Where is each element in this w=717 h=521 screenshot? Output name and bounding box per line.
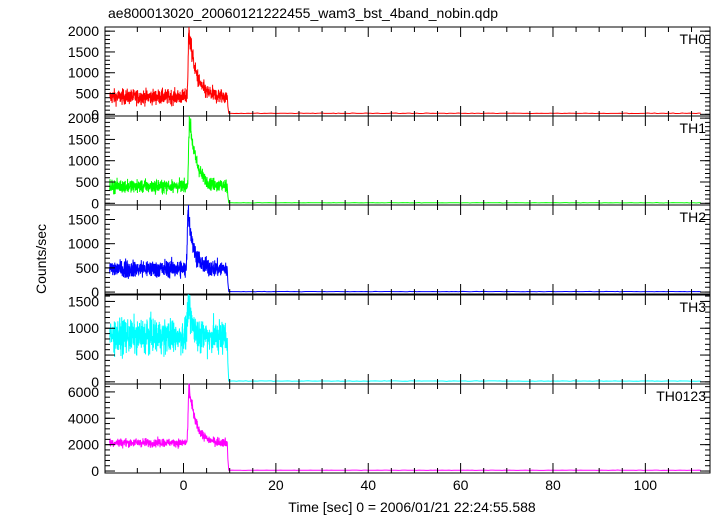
y-tick-label: 0 <box>91 284 99 300</box>
y-tick-label: 0 <box>91 463 99 479</box>
panel-th2: 0 500 1000 1500 TH2 <box>68 204 711 300</box>
panel-label-th0: TH0 <box>680 31 707 47</box>
chart-title: ae800013020_20060121222455_wam3_bst_4ban… <box>108 5 498 21</box>
y-tick-label: 4000 <box>68 410 99 426</box>
panel-th0123: 0 2000 4000 6000 TH0123 <box>68 383 711 479</box>
y-tick-label: 500 <box>76 347 100 363</box>
y-tick-label: 1000 <box>68 153 99 169</box>
y-tick-label: 2000 <box>68 23 99 39</box>
y-tick-label: 1500 <box>68 212 99 228</box>
y-tick-label: 0 <box>91 374 99 390</box>
panel-th0: 0 500 1000 1500 2000 TH0 <box>68 23 711 122</box>
panel-label-th0123: TH0123 <box>656 388 706 404</box>
series-th2-line <box>109 204 701 293</box>
panel-label-th2: TH2 <box>680 209 707 225</box>
y-tick-label: 1500 <box>68 44 99 60</box>
y-axis-label: Counts/sec <box>33 224 49 294</box>
y-tick-label: 1500 <box>68 131 99 147</box>
panel-frame <box>104 383 711 474</box>
x-tick-label: 20 <box>268 477 284 493</box>
y-tick-label: 500 <box>76 174 100 190</box>
panel-label-th3: TH3 <box>680 299 707 315</box>
y-tick-label: 1500 <box>68 293 99 309</box>
panel-th1: 0 500 1000 1500 2000 TH1 <box>68 110 711 211</box>
series-th0-line <box>109 27 701 115</box>
y-tick-label: 0 <box>91 106 99 122</box>
x-tick-label: 0 <box>180 477 188 493</box>
y-tick-label: 1000 <box>68 236 99 252</box>
y-tick-label: 6000 <box>68 384 99 400</box>
x-tick-label: 80 <box>545 477 561 493</box>
series-th0123-line <box>109 383 701 471</box>
series-th3-line <box>109 294 701 382</box>
y-tick-label: 1000 <box>68 65 99 81</box>
series-th1-line <box>109 115 701 204</box>
y-tick-label: 2000 <box>68 437 99 453</box>
x-axis-label: Time [sec] 0 = 2006/01/21 22:24:55.588 <box>288 499 536 515</box>
x-tick-label: 60 <box>453 477 469 493</box>
y-tick-label: 500 <box>76 86 100 102</box>
x-tick-label: 100 <box>634 477 658 493</box>
y-tick-label: 2000 <box>68 110 99 126</box>
panel-label-th1: TH1 <box>680 120 707 136</box>
y-tick-label: 1000 <box>68 320 99 336</box>
y-tick-label: 500 <box>76 260 100 276</box>
x-tick-label: 40 <box>360 477 376 493</box>
panel-frame <box>104 204 711 295</box>
y-tick-label: 0 <box>91 195 99 211</box>
panel-th3: 0 500 1000 1500 TH3 <box>68 293 711 390</box>
